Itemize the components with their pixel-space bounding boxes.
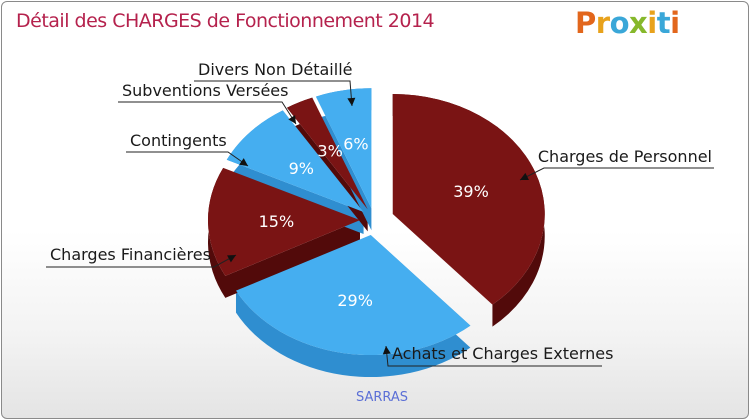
chart-title: Détail des CHARGES de Fonctionnement 201… (16, 10, 435, 32)
logo-letter: t (656, 6, 671, 40)
pie-callouts: Charges de Personnel Achats et Charges Ex… (46, 60, 714, 367)
pie-value-label: 3% (317, 141, 342, 160)
callout-label: Subventions Versées (122, 81, 288, 100)
proxiti-logo: Proxiti (575, 6, 680, 40)
callout-line (194, 80, 353, 107)
pie-value-label: 15% (259, 212, 295, 231)
logo-letter: i (647, 6, 657, 40)
callout-arrowhead (382, 346, 391, 355)
footer-commune-label: SARRAS (356, 390, 408, 405)
callout-arrowhead (239, 158, 248, 166)
pie-slice-tops (208, 88, 545, 356)
pie-slice (392, 94, 545, 305)
callout-label: Achats et Charges Externes (392, 344, 613, 363)
pie-value-label: 29% (337, 291, 373, 310)
callout-label: Contingents (130, 131, 227, 150)
callout-line (519, 167, 714, 181)
logo-letter: i (670, 6, 680, 40)
callout-label: Divers Non Détaillé (198, 60, 352, 79)
pie-slice (226, 110, 364, 213)
logo-letter: o (609, 6, 630, 40)
callout-label: Charges Financières (50, 245, 211, 264)
callout-arrowhead (227, 255, 236, 263)
callout-line (126, 151, 249, 167)
logo-letter: P (575, 6, 596, 40)
callout-line (118, 101, 297, 125)
logo-letter: r (595, 6, 610, 40)
pie-slice (235, 235, 471, 356)
callout-label: Charges de Personnel (538, 147, 712, 166)
callout-arrowhead (288, 115, 296, 124)
pie-value-labels: 39% 29% 15% 9%3% 6% (259, 134, 489, 309)
pie-value-label: 6% (343, 134, 368, 153)
pie-slice (286, 97, 368, 210)
pie-slice (315, 88, 372, 209)
pie-slice-side (235, 235, 471, 378)
pie-slice (208, 167, 361, 276)
callout-arrowhead (520, 172, 529, 180)
pie-value-label: 9% (289, 159, 314, 178)
callout-arrowhead (347, 97, 356, 106)
callout-line (46, 254, 237, 268)
pie-value-label: 39% (453, 182, 489, 201)
logo-letter: x (629, 6, 648, 40)
